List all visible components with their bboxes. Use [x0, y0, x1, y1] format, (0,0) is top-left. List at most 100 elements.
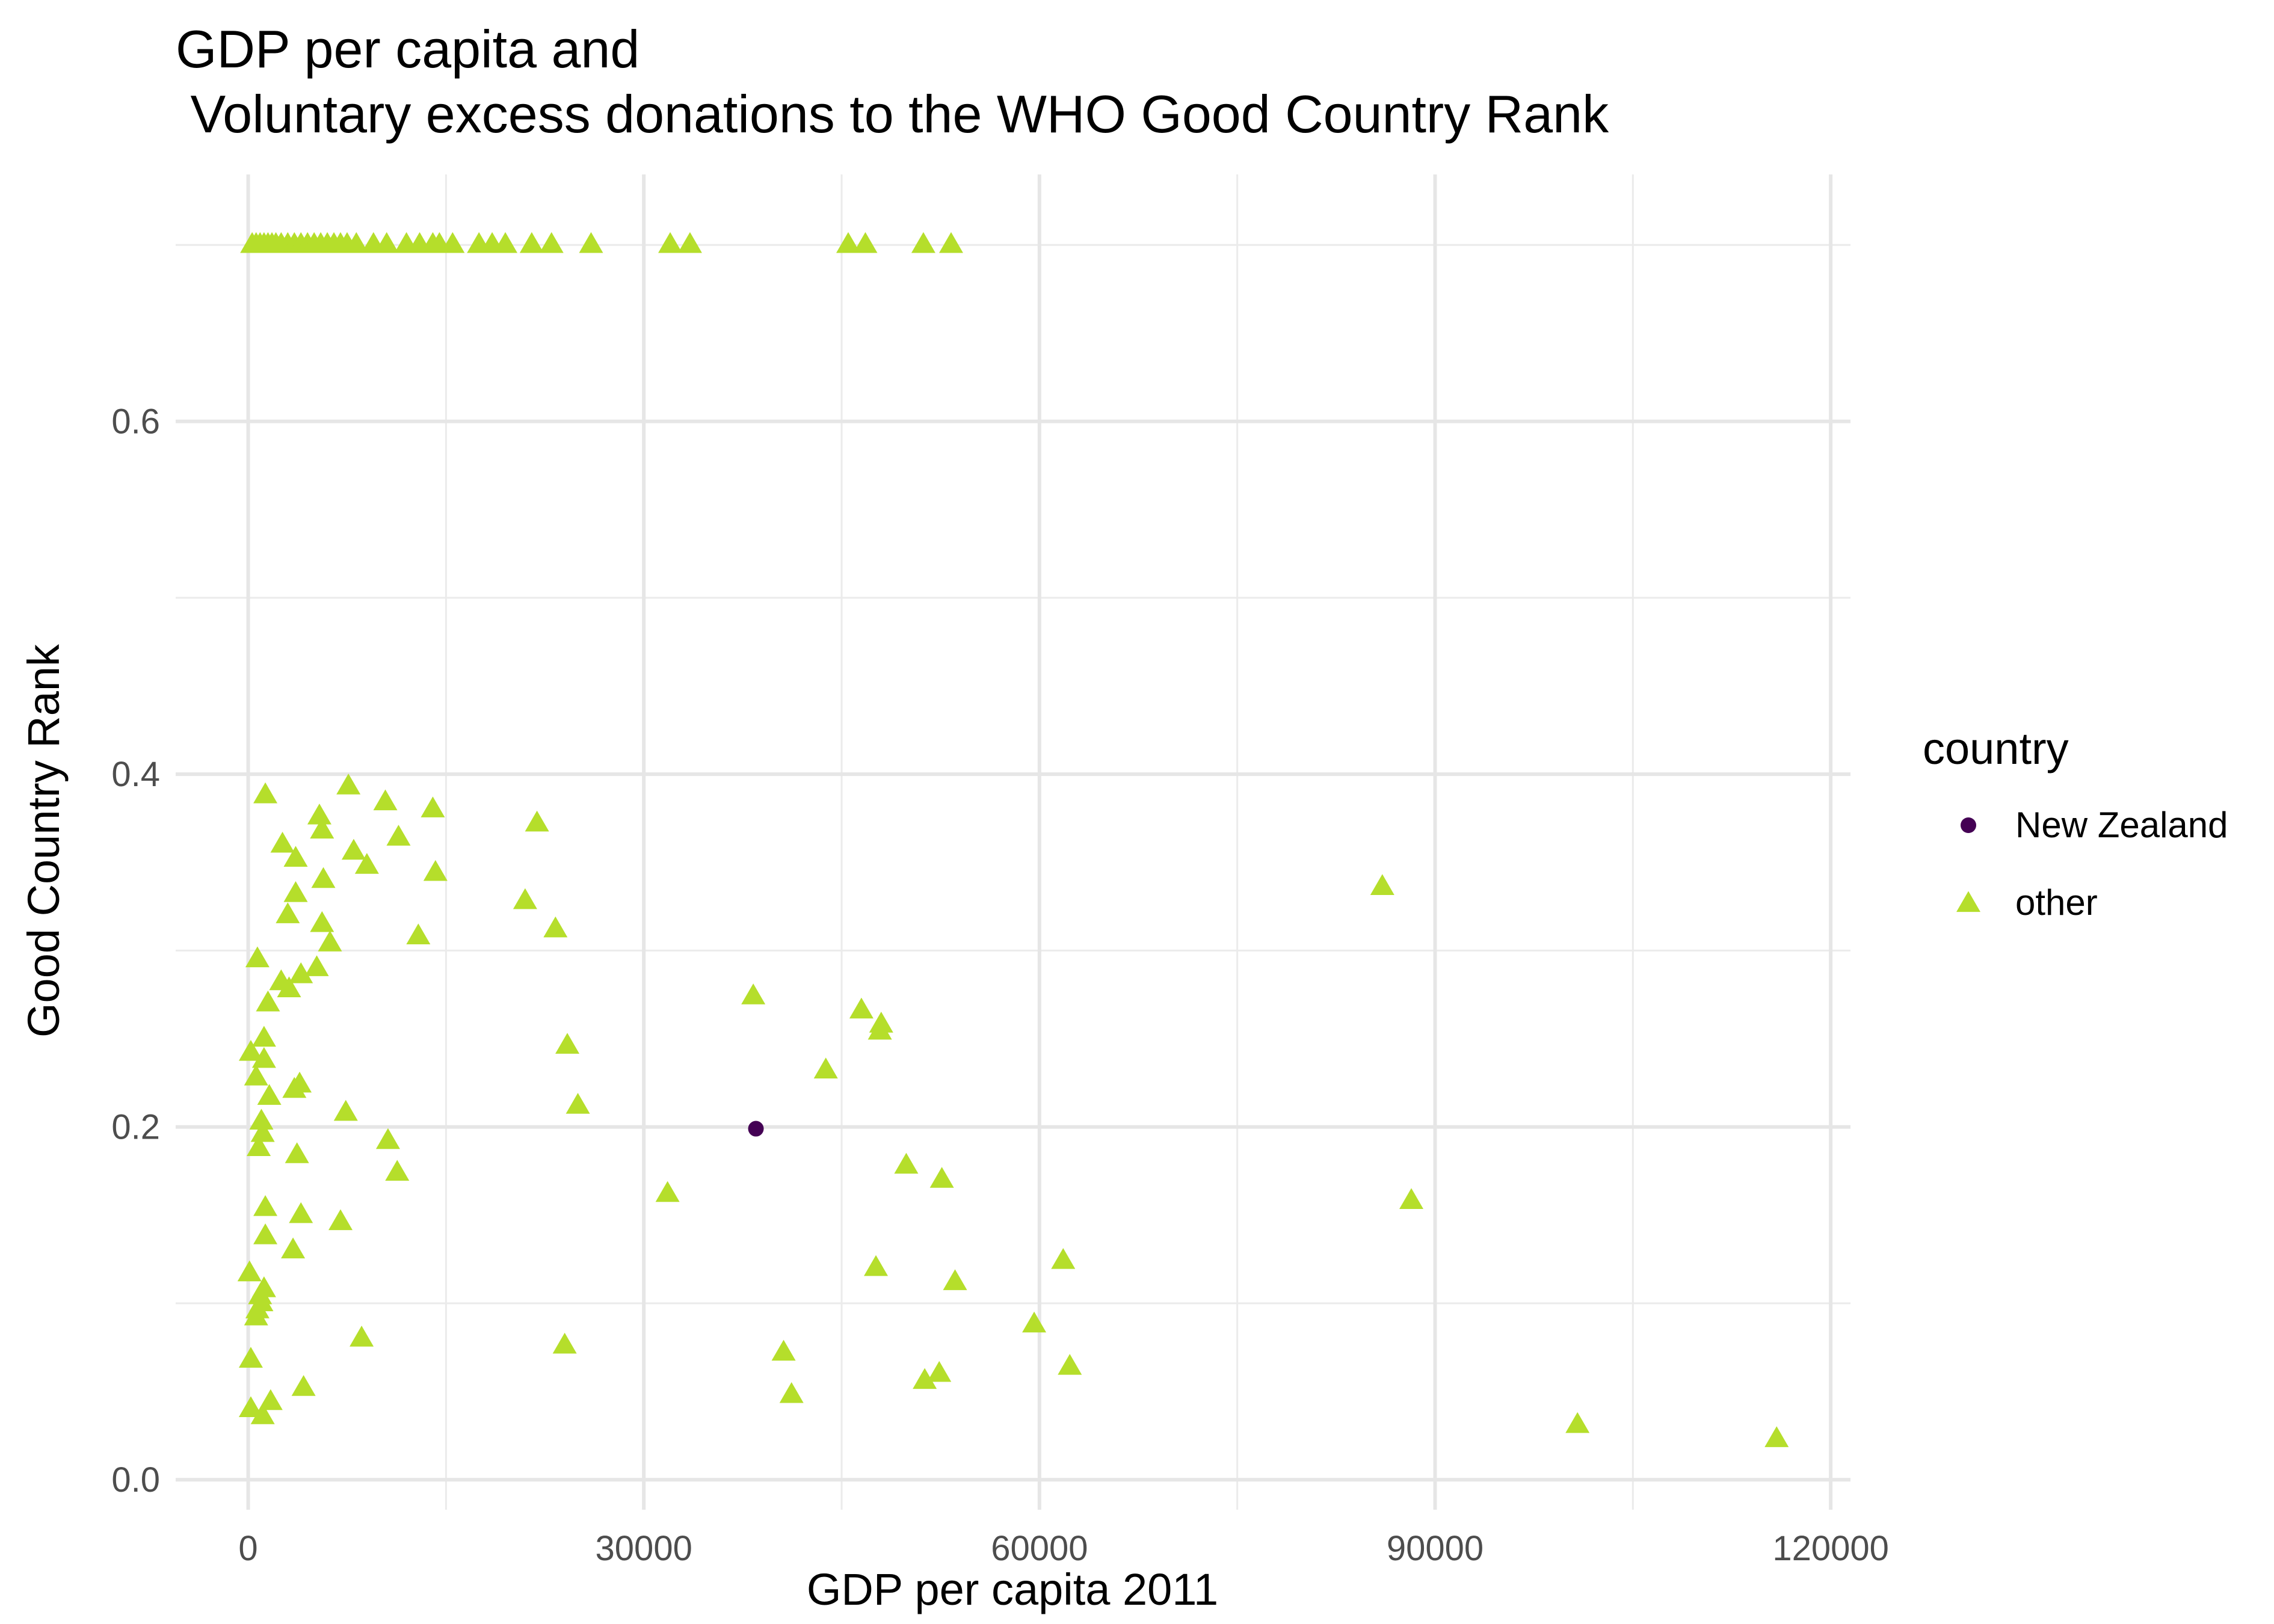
point-other: [291, 1375, 316, 1396]
point-other: [245, 946, 270, 968]
point-other: [244, 1065, 268, 1086]
point-other: [552, 1332, 577, 1354]
x-tick-label: 60000: [991, 1529, 1088, 1568]
point-other: [579, 232, 603, 253]
point-other: [421, 796, 445, 817]
x-axis-label: GDP per capita 2011: [807, 1564, 1218, 1614]
point-other: [244, 1304, 268, 1326]
point-other: [250, 1403, 275, 1424]
point-other: [864, 1255, 889, 1276]
point-other: [1565, 1412, 1590, 1433]
point-other: [741, 983, 766, 1004]
point-other: [525, 810, 549, 832]
point-other: [310, 817, 334, 839]
point-other: [253, 1195, 278, 1216]
y-tick-label: 0.4: [111, 755, 160, 794]
point-other: [1764, 1426, 1789, 1447]
legend: country New Zealand other: [1923, 724, 2228, 923]
point-other: [555, 1033, 580, 1054]
point-other: [247, 1135, 271, 1156]
point-other: [307, 804, 331, 825]
chart-title-line-2: Voluntary excess donations to the WHO Go…: [176, 84, 1609, 144]
point-other: [565, 1092, 590, 1114]
legend-title: country: [1923, 724, 2069, 774]
point-other: [354, 853, 379, 874]
point-other: [913, 1368, 937, 1389]
data-points: [237, 232, 1789, 1447]
point-other: [310, 911, 334, 932]
point-other: [289, 962, 313, 983]
x-tick-label: 90000: [1387, 1529, 1484, 1568]
x-axis-tick-labels: 0 30000 60000 90000 120000: [238, 1529, 1888, 1568]
point-other: [344, 232, 369, 253]
point-other: [283, 846, 308, 867]
point-other: [1399, 1188, 1424, 1209]
y-tick-label: 0.2: [111, 1108, 160, 1147]
point-other: [238, 1347, 263, 1368]
point-other: [237, 1260, 262, 1282]
point-other: [318, 930, 342, 952]
point-other: [927, 1361, 952, 1382]
x-tick-label: 120000: [1772, 1529, 1889, 1568]
point-other: [251, 1047, 276, 1068]
point-other: [539, 232, 564, 253]
point-other: [373, 789, 398, 811]
point-other: [943, 1269, 967, 1290]
point-other: [283, 881, 308, 902]
point-other: [677, 232, 702, 253]
point-other: [375, 1128, 400, 1149]
grid-major: [176, 174, 1850, 1510]
point-other: [333, 1100, 358, 1121]
point-other: [277, 976, 301, 998]
point-other: [929, 1167, 954, 1188]
point-other: [270, 831, 295, 853]
point-other: [813, 1057, 838, 1078]
point-other: [285, 1142, 309, 1163]
y-tick-label: 0.6: [111, 402, 160, 441]
point-other: [853, 232, 878, 253]
point-other: [493, 232, 518, 253]
point-other: [1022, 1311, 1047, 1333]
point-other: [849, 997, 874, 1019]
legend-label-other: other: [2015, 882, 2098, 923]
point-other: [519, 232, 544, 253]
point-other: [253, 1223, 278, 1244]
point-other: [249, 1109, 274, 1130]
point-other: [258, 1389, 283, 1410]
legend-key-new-zealand: [1961, 817, 1976, 833]
point-other: [779, 1382, 804, 1403]
legend-label-new-zealand: New Zealand: [2015, 805, 2228, 845]
point-other: [771, 1339, 796, 1361]
point-other: [336, 774, 361, 795]
point-other: [1051, 1248, 1076, 1269]
point-other: [894, 1152, 919, 1174]
point-other: [251, 1026, 276, 1047]
x-tick-label: 0: [238, 1529, 257, 1568]
y-tick-label: 0.0: [111, 1460, 160, 1499]
point-other: [406, 923, 431, 945]
point-other: [374, 232, 399, 253]
point-other: [655, 1181, 680, 1202]
point-other: [513, 888, 537, 909]
point-other: [256, 990, 280, 1012]
point-other: [311, 867, 336, 888]
point-other: [238, 1396, 263, 1418]
point-other: [938, 232, 963, 253]
point-other: [257, 1084, 282, 1105]
point-other: [423, 860, 448, 881]
point-other: [253, 782, 278, 804]
point-other: [328, 1209, 353, 1231]
point-other: [543, 916, 568, 938]
point-other: [385, 1160, 410, 1181]
point-other: [867, 1018, 892, 1040]
point-other: [1058, 1353, 1082, 1375]
point-other: [341, 838, 366, 860]
y-axis-tick-labels: 0.0 0.2 0.4 0.6: [111, 402, 160, 1500]
point-other: [238, 1039, 263, 1061]
point-other: [250, 1121, 275, 1142]
point-other: [281, 1237, 306, 1259]
point-other: [911, 232, 935, 253]
point-other: [350, 1326, 374, 1347]
point-other: [1370, 874, 1394, 895]
